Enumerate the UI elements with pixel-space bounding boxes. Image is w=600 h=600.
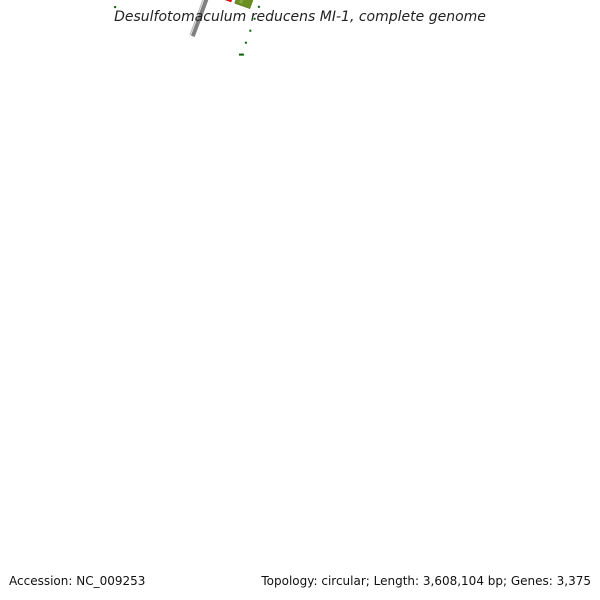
feature-tick [257,5,260,8]
gene-feature-highlight [239,0,244,4]
scale-dot [114,6,117,9]
feature-tick [253,17,256,20]
cds-arrow-mraY [224,0,232,3]
accession-label: Accession: NC_009253 [9,574,146,588]
feature-tick [249,29,252,32]
feature-tick [238,53,244,56]
gene-feature-mraY [234,0,254,9]
feature-tick [244,41,247,44]
genome-title: Desulfotomaculum reducens MI-1, complete… [114,9,486,25]
genome-summary-label: Topology: circular; Length: 3,608,104 bp… [261,574,591,588]
